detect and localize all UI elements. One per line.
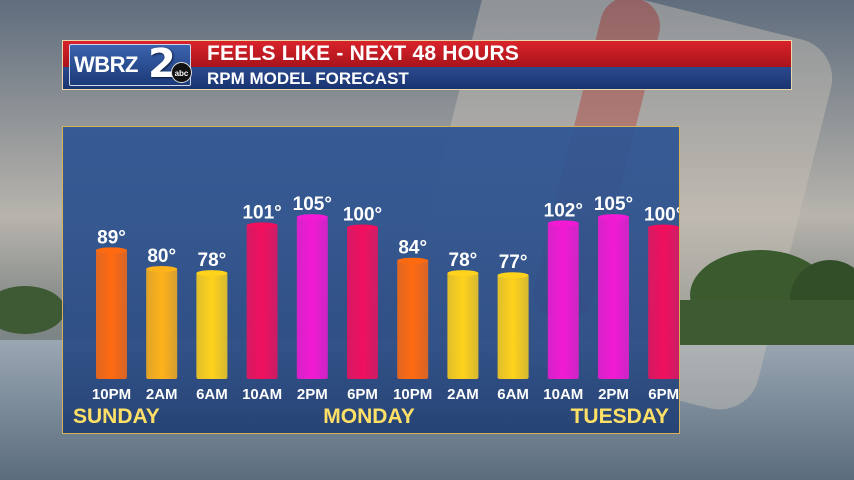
bar-10 — [598, 216, 629, 379]
bar-7 — [447, 272, 479, 379]
value-label-11: 100° — [644, 204, 679, 225]
header-banner: WBRZ 2 abc FEELS LIKE - NEXT 48 HOURS RP… — [62, 40, 792, 90]
bar-cap-10 — [598, 214, 629, 221]
value-label-4: 105° — [293, 194, 332, 215]
tick-label-1: 2AM — [146, 386, 178, 403]
bar-cap-3 — [246, 222, 278, 229]
value-label-0: 89° — [97, 227, 126, 248]
bar-cap-0 — [96, 247, 127, 254]
value-label-9: 102° — [544, 200, 583, 221]
bar-cap-6 — [397, 257, 429, 264]
value-label-6: 84° — [398, 238, 427, 259]
bar-cap-9 — [547, 220, 579, 227]
day-label-0: SUNDAY — [73, 405, 160, 428]
tick-label-5: 6PM — [347, 386, 378, 403]
value-label-8: 77° — [499, 252, 528, 273]
tick-label-8: 6AM — [497, 386, 529, 403]
subtitle-bar — [63, 67, 791, 89]
value-label-7: 78° — [449, 250, 478, 271]
chart-panel: 89° 10PM 80° 2AM 78° 6AM 101° 10AM 105° 2PM 100° 6P… — [62, 126, 680, 434]
tick-label-4: 2PM — [297, 386, 328, 403]
value-label-5: 100° — [343, 204, 382, 225]
bar-cap-2 — [196, 270, 228, 277]
bar-3 — [246, 224, 278, 379]
bar-cap-1 — [146, 265, 178, 272]
bar-4 — [296, 216, 328, 379]
bar-cap-8 — [497, 272, 529, 279]
tick-label-7: 2AM — [447, 386, 479, 403]
tick-label-11: 6PM — [648, 386, 679, 403]
tick-label-0: 10PM — [92, 386, 131, 403]
bar-11 — [648, 226, 679, 379]
tick-label-10: 2PM — [598, 386, 629, 403]
tick-label-3: 10AM — [242, 386, 282, 403]
bar-1 — [146, 267, 178, 379]
value-label-1: 80° — [147, 246, 176, 267]
bar-cap-4 — [296, 214, 328, 221]
bar-cap-11 — [648, 224, 679, 231]
tick-label-9: 10AM — [543, 386, 583, 403]
day-label-1: MONDAY — [323, 405, 414, 428]
value-label-10: 105° — [594, 194, 633, 215]
network-badge: abc — [171, 62, 192, 83]
bar-2 — [196, 272, 228, 379]
bar-0 — [96, 249, 127, 379]
day-label-2: TUESDAY — [571, 405, 669, 428]
value-label-3: 101° — [242, 202, 281, 223]
bar-chart: 89° 10PM 80° 2AM 78° 6AM 101° 10AM 105° 2PM 100° 6P… — [63, 127, 679, 433]
station-logo: WBRZ 2 abc — [69, 41, 192, 87]
logo-number: 2 — [148, 41, 176, 87]
bar-6 — [397, 259, 429, 379]
value-label-2: 78° — [198, 250, 227, 271]
tick-label-6: 10PM — [393, 386, 432, 403]
logo-text: WBRZ — [74, 52, 138, 77]
bar-cap-7 — [447, 270, 479, 277]
bar-5 — [347, 226, 378, 379]
tick-label-2: 6AM — [196, 386, 228, 403]
tree-line-icon — [0, 250, 854, 345]
bar-cap-5 — [347, 224, 378, 231]
chart-title: FEELS LIKE - NEXT 48 HOURS — [207, 42, 520, 65]
bar-8 — [497, 274, 529, 379]
chart-subtitle: RPM MODEL FORECAST — [207, 69, 409, 88]
bar-9 — [547, 222, 579, 379]
